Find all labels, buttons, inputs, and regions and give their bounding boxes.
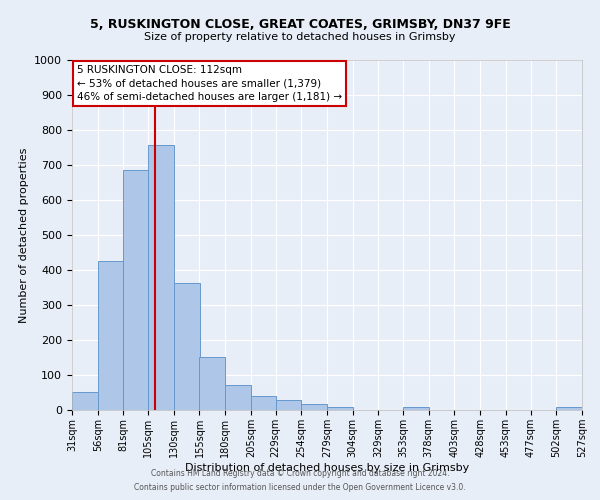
Bar (199, 357, 225, 410)
Text: 5, RUSKINGTON CLOSE, GREAT COATES, GRIMSBY, DN37 9FE: 5, RUSKINGTON CLOSE, GREAT COATES, GRIMS… (89, 18, 511, 30)
Bar (327, 406, 353, 410)
Bar (124, 170, 148, 410)
Bar (275, 400, 301, 410)
Text: Size of property relative to detached houses in Grimsby: Size of property relative to detached ho… (144, 32, 456, 42)
X-axis label: Distribution of detached houses by size in Grimsby: Distribution of detached houses by size … (185, 462, 469, 472)
Text: Contains HM Land Registry data © Crown copyright and database right 2024.: Contains HM Land Registry data © Crown c… (151, 468, 449, 477)
Text: Contains public sector information licensed under the Open Government Licence v3: Contains public sector information licen… (134, 484, 466, 492)
Y-axis label: Number of detached properties: Number of detached properties (19, 148, 29, 322)
Bar (98, 261, 124, 410)
Bar (148, 145, 174, 410)
Bar (225, 385, 251, 410)
Bar (556, 406, 582, 410)
Bar (301, 404, 327, 410)
Bar (251, 396, 275, 410)
Bar (72, 392, 98, 410)
Bar (174, 284, 199, 410)
Text: 5 RUSKINGTON CLOSE: 112sqm
← 53% of detached houses are smaller (1,379)
46% of s: 5 RUSKINGTON CLOSE: 112sqm ← 53% of deta… (77, 66, 342, 102)
Bar (403, 407, 429, 410)
